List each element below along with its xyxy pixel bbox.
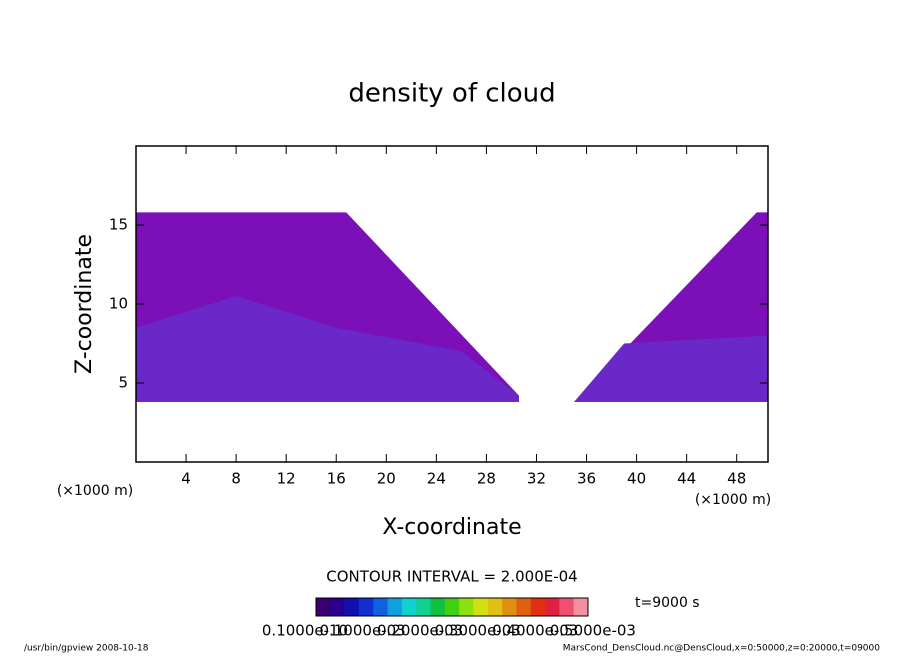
x-tick-label: 16 <box>327 470 346 488</box>
x-tick-label: 44 <box>677 470 696 488</box>
colorbar-swatch <box>502 598 517 616</box>
colorbar-swatch <box>373 598 389 616</box>
colorbar-swatch <box>358 598 374 616</box>
colorbar-swatch <box>573 598 589 616</box>
x-tick-label: 40 <box>627 470 646 488</box>
colorbar-swatch <box>387 598 403 616</box>
colorbar-swatch <box>545 598 560 616</box>
contour-region <box>136 296 519 402</box>
x-tick-label: 36 <box>577 470 596 488</box>
x-tick-label: 20 <box>377 470 396 488</box>
colorbar-swatch <box>473 598 489 616</box>
colorbar-label: 0.4000e-03 <box>492 622 578 640</box>
contour-region <box>574 335 768 402</box>
x-tick-label: 12 <box>277 470 296 488</box>
time-label: t=9000 s <box>635 595 700 611</box>
contour-interval: CONTOUR INTERVAL = 2.000E-04 <box>326 568 577 586</box>
colorbar-frame <box>315 597 589 617</box>
x-tick-label: 32 <box>527 470 546 488</box>
colorbar-swatch <box>516 598 532 616</box>
colorbar-swatch <box>559 598 575 616</box>
x-tick-label: 8 <box>231 470 241 488</box>
colorbar-label: 0.2000e-03 <box>377 622 463 640</box>
colorbar-label: 0.3000e-03 <box>435 622 521 640</box>
x-unit: (×1000 m) <box>695 492 771 508</box>
colorbar-swatch <box>316 598 331 616</box>
colorbar-swatch <box>401 598 417 616</box>
colorbar-swatch <box>344 598 360 616</box>
colorbar-swatch <box>430 598 446 616</box>
y-tick-label: 10 <box>109 295 128 313</box>
colorbar-label: 0.1000e-10 <box>262 622 348 640</box>
x-tick-label: 48 <box>727 470 746 488</box>
colorbar-swatch <box>416 598 432 616</box>
x-tick-label: 24 <box>427 470 446 488</box>
x-tick-label: 28 <box>477 470 496 488</box>
colorbar-swatch <box>530 598 546 616</box>
y-axis-label: Z-coordinate <box>72 234 97 374</box>
colorbar-label: 0.1000e-03 <box>319 622 405 640</box>
colorbar-swatch <box>330 598 346 616</box>
colorbar-swatch <box>487 598 503 616</box>
y-tick-label: 5 <box>118 374 128 392</box>
y-unit: (×1000 m) <box>57 483 133 499</box>
footer-left: /usr/bin/gpview 2008-10-18 <box>24 644 149 654</box>
footer-right: MarsCond_DensCloud.nc@DensCloud,x=0:5000… <box>563 644 880 654</box>
y-tick-label: 15 <box>109 216 128 234</box>
colorbar-swatch <box>459 598 474 616</box>
colorbar-swatch <box>444 598 460 616</box>
x-tick-label: 4 <box>181 470 191 488</box>
x-axis-label: X-coordinate <box>382 515 521 540</box>
chart-title: density of cloud <box>348 79 555 109</box>
colorbar-label: 0.5000e-03 <box>550 622 636 640</box>
